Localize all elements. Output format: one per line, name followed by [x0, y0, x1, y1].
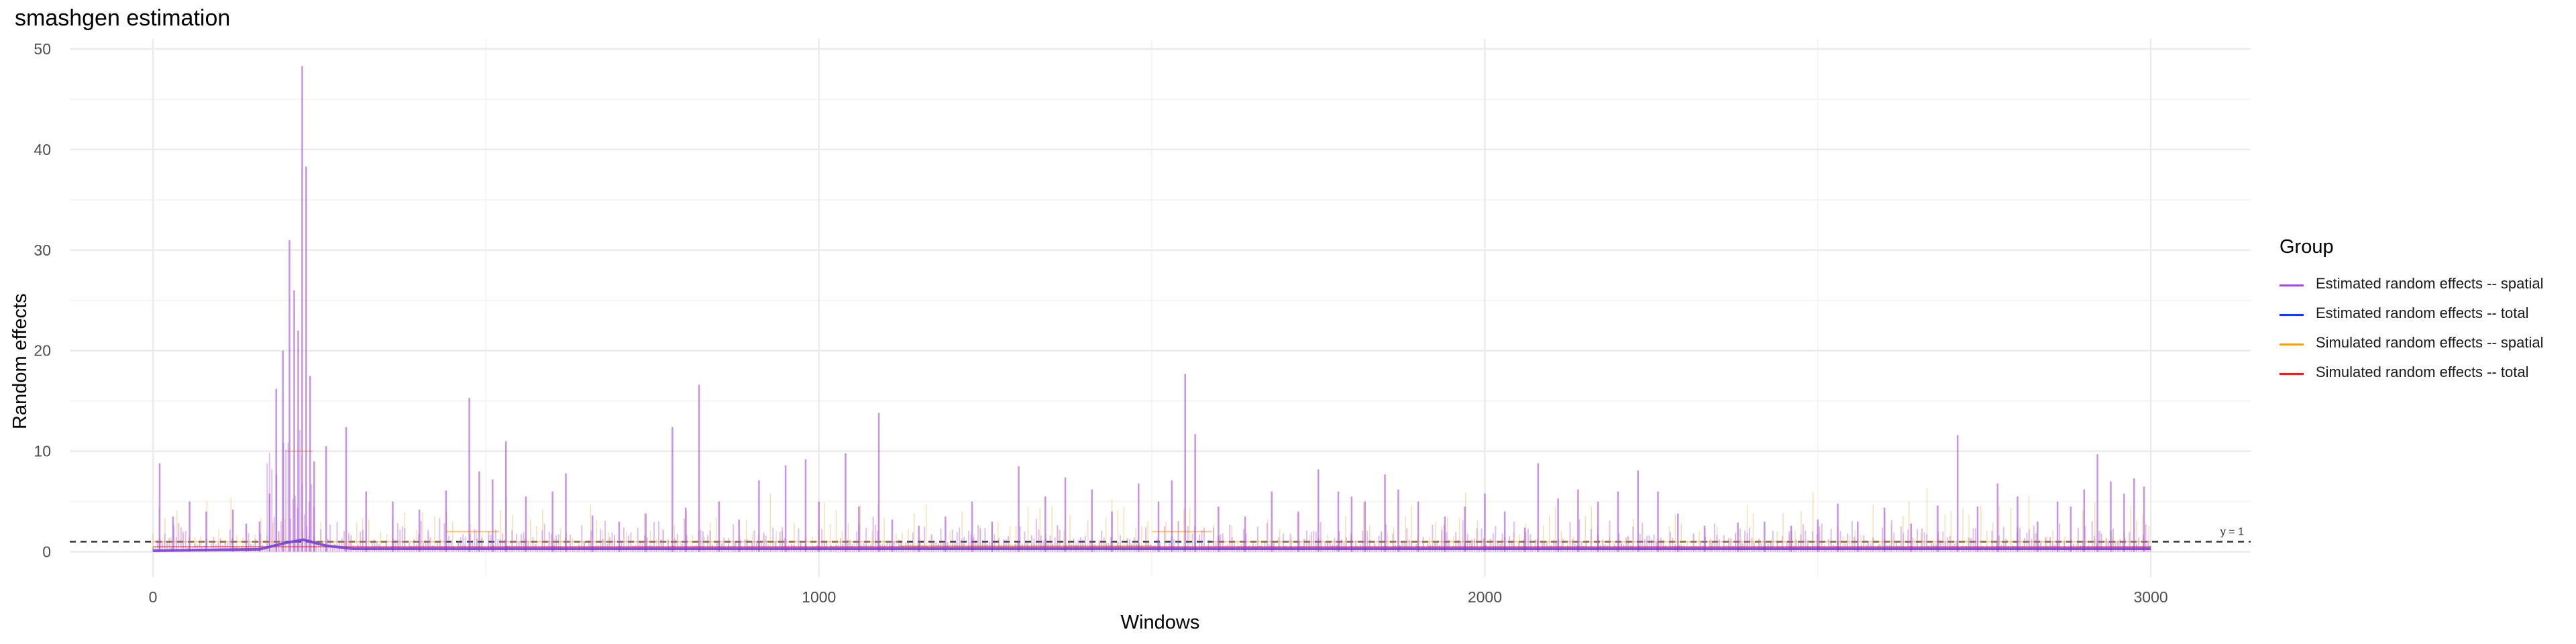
y-tick-label: 40 — [34, 141, 51, 158]
y-tick-label: 30 — [34, 241, 51, 259]
legend-swatch-estimated-spatial — [2279, 284, 2304, 286]
x-axis-label: Windows — [1120, 612, 1200, 633]
y-tick-label: 10 — [34, 443, 51, 460]
legend-label: Simulated random effects -- spatial — [2316, 334, 2544, 351]
estimated-total-line — [153, 538, 2151, 553]
legend-title: Group — [2279, 236, 2334, 258]
reference-line-group: y = 1 — [70, 527, 2251, 543]
x-tick-label: 3000 — [2134, 588, 2168, 606]
x-tick-label: 0 — [149, 588, 158, 606]
axis-ticks: 0 1000 2000 3000 0 10 20 30 40 50 — [34, 40, 2167, 606]
legend-label: Simulated random effects -- total — [2316, 364, 2529, 380]
legend-swatch-simulated-total — [2279, 373, 2304, 375]
legend-label: Estimated random effects -- total — [2316, 305, 2529, 321]
grid-lines — [70, 39, 2251, 577]
y-tick-label: 20 — [34, 342, 51, 360]
series-marks — [152, 66, 2151, 553]
chart-title: smashgen estimation — [15, 5, 231, 31]
y-axis-label: Random effects — [9, 293, 31, 429]
y-tick-label: 0 — [42, 543, 51, 561]
reference-line-label: y = 1 — [2220, 527, 2244, 538]
legend-label: Estimated random effects -- spatial — [2316, 275, 2544, 292]
x-tick-label: 1000 — [802, 588, 836, 606]
legend-swatch-estimated-total — [2279, 314, 2304, 316]
legend-swatch-simulated-spatial — [2279, 343, 2304, 345]
y-tick-label: 50 — [34, 40, 51, 58]
x-tick-label: 2000 — [1468, 588, 1502, 606]
